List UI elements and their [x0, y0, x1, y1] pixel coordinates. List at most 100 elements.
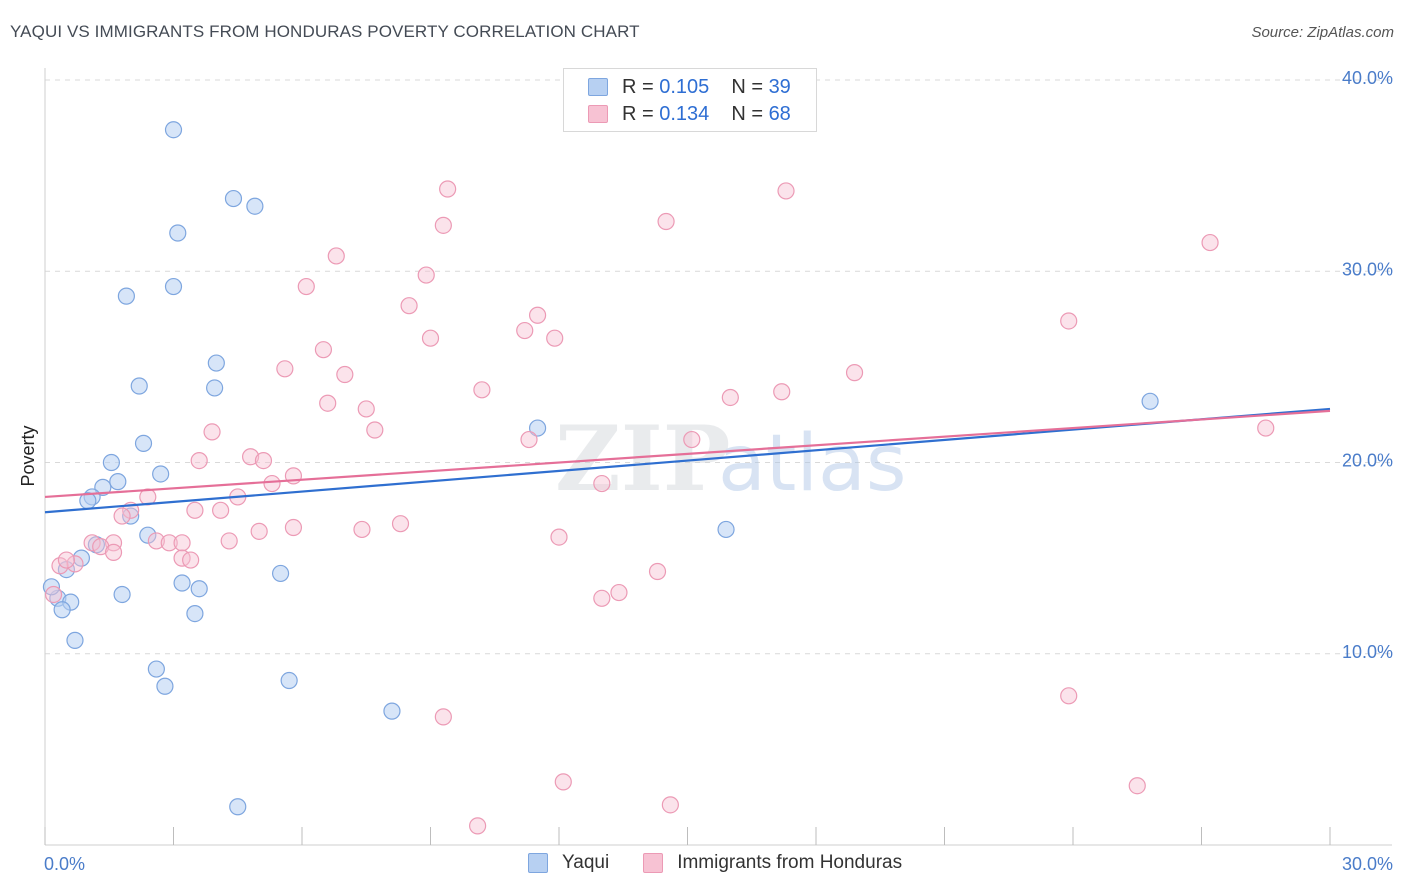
honduras-point — [550, 528, 568, 546]
legend-row-yaqui: R = 0.105 N = 39 — [588, 75, 791, 99]
legend-label-yaqui: Yaqui — [562, 852, 610, 873]
x-tick-label: 30.0% — [1342, 854, 1393, 874]
legend-n-value-yaqui: 39 — [768, 75, 791, 98]
yaqui-point — [164, 121, 183, 139]
honduras-point — [203, 423, 221, 441]
y-axis-label: Poverty — [18, 425, 38, 486]
yaqui-point — [173, 574, 191, 592]
yaqui-point — [383, 702, 401, 720]
honduras-point — [44, 585, 63, 604]
watermark: ZIP atlas — [555, 406, 907, 512]
honduras-point — [1201, 233, 1219, 252]
grid-lines — [45, 79, 1392, 655]
honduras-point — [1060, 312, 1078, 330]
yaqui-point — [271, 564, 290, 583]
legend-row-honduras: R = 0.134 N = 68 — [588, 102, 791, 126]
yaqui-point — [280, 671, 298, 690]
honduras-point — [276, 360, 294, 378]
honduras-point — [336, 365, 354, 384]
legend-item-honduras[interactable]: Immigrants from Honduras — [643, 852, 902, 874]
honduras-point — [314, 341, 333, 359]
legend-swatch-yaqui — [588, 78, 608, 96]
honduras-point — [593, 589, 611, 607]
yaqui-point — [53, 601, 71, 619]
honduras-point — [357, 400, 375, 418]
honduras-point — [319, 394, 337, 412]
honduras-point — [400, 297, 418, 315]
honduras-point — [777, 182, 795, 200]
honduras-point — [593, 474, 611, 493]
honduras-point — [469, 817, 487, 835]
y-tick-label: 10.0% — [1342, 642, 1393, 662]
honduras-point — [520, 430, 538, 449]
legend-n-label: N = — [731, 75, 763, 98]
honduras-point — [220, 532, 238, 550]
y-tick-label: 30.0% — [1342, 259, 1393, 279]
honduras-point — [1128, 777, 1146, 795]
chart-title: YAQUI VS IMMIGRANTS FROM HONDURAS POVERT… — [10, 22, 640, 41]
yaqui-point — [109, 473, 127, 491]
yaqui-point — [139, 526, 157, 544]
legend-r-label: R = — [622, 102, 654, 125]
honduras-point — [182, 551, 200, 569]
honduras-point — [51, 557, 69, 575]
y-tick-label: 20.0% — [1342, 451, 1393, 471]
legend-r-value-yaqui: 0.105 — [659, 75, 710, 98]
legend-label-honduras: Immigrants from Honduras — [677, 852, 903, 873]
honduras-point — [434, 708, 452, 726]
trend-lines — [44, 407, 1331, 514]
honduras-point — [190, 451, 208, 470]
honduras-point — [104, 543, 123, 561]
honduras-point — [284, 518, 303, 537]
honduras-point — [212, 501, 230, 519]
honduras-point — [683, 430, 701, 449]
honduras-point — [263, 474, 281, 493]
legend-n-label: N = — [731, 102, 763, 125]
honduras-point — [254, 451, 273, 470]
yaqui-point — [66, 631, 84, 649]
honduras-point — [473, 381, 491, 399]
honduras-point — [173, 534, 191, 552]
honduras-point — [113, 507, 131, 525]
honduras-point — [160, 534, 178, 552]
yaqui-point — [147, 660, 165, 678]
honduras-point — [1060, 687, 1078, 705]
honduras-point — [297, 277, 315, 296]
series-legend: Yaqui Immigrants from Honduras — [528, 852, 936, 874]
honduras-point — [104, 534, 123, 552]
y-tick-label: 40.0% — [1342, 68, 1393, 88]
yaqui-point — [102, 453, 120, 472]
honduras-point — [242, 448, 260, 466]
honduras-point — [721, 388, 739, 407]
yaqui-series — [42, 121, 1159, 816]
yaqui-point — [152, 465, 170, 483]
legend-item-yaqui[interactable]: Yaqui — [528, 852, 609, 874]
honduras-point — [1257, 419, 1275, 437]
axes — [44, 68, 1392, 846]
honduras-point — [421, 329, 440, 347]
yaqui-point — [206, 379, 224, 397]
legend-swatch-honduras — [643, 853, 664, 873]
honduras-point — [327, 247, 345, 265]
honduras-point — [186, 501, 204, 519]
source-credit: Source: ZipAtlas.com — [1251, 24, 1394, 41]
legend-n-value-honduras: 68 — [768, 102, 791, 125]
yaqui-point — [113, 585, 131, 604]
yaqui-point — [130, 377, 148, 395]
honduras-point — [648, 562, 667, 581]
yaqui-point — [134, 434, 153, 452]
yaqui-point — [717, 520, 735, 539]
legend-r-value-honduras: 0.134 — [659, 102, 710, 125]
honduras-point — [546, 329, 564, 347]
honduras-point — [250, 522, 268, 540]
honduras-point — [417, 266, 435, 284]
honduras-point — [610, 583, 628, 602]
yaqui-point — [156, 677, 174, 695]
honduras-point — [83, 534, 101, 552]
yaqui-point — [186, 604, 204, 623]
honduras-point — [773, 383, 791, 401]
yaqui-point — [190, 580, 208, 598]
honduras-point — [554, 773, 572, 791]
honduras-point — [439, 180, 457, 198]
